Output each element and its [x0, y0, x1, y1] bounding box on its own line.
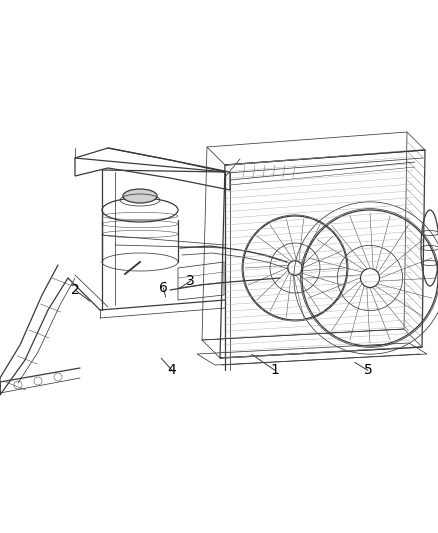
Text: 3: 3: [186, 274, 195, 288]
Ellipse shape: [123, 189, 157, 203]
Text: 2: 2: [71, 284, 80, 297]
Text: 4: 4: [168, 364, 177, 377]
Text: 1: 1: [271, 364, 279, 377]
Text: 6: 6: [159, 281, 168, 295]
Text: 5: 5: [364, 364, 372, 377]
